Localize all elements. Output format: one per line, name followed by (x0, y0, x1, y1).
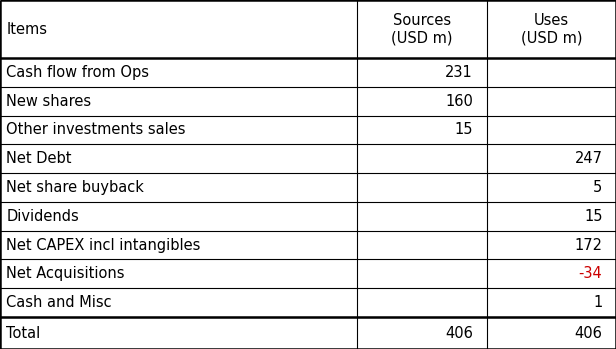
Text: Cash flow from Ops: Cash flow from Ops (6, 65, 149, 80)
Text: Cash and Misc: Cash and Misc (6, 295, 111, 310)
Text: 15: 15 (584, 209, 602, 224)
Text: 247: 247 (575, 151, 602, 166)
Text: 231: 231 (445, 65, 473, 80)
Text: 160: 160 (445, 94, 473, 109)
Text: New shares: New shares (6, 94, 91, 109)
Text: Net Debt: Net Debt (6, 151, 71, 166)
Text: Other investments sales: Other investments sales (6, 122, 185, 138)
Text: Net share buyback: Net share buyback (6, 180, 144, 195)
Text: 406: 406 (575, 326, 602, 341)
Text: Items: Items (6, 22, 47, 37)
Text: Dividends: Dividends (6, 209, 79, 224)
Text: 172: 172 (575, 238, 602, 253)
Text: 1: 1 (593, 295, 602, 310)
Text: Total: Total (6, 326, 41, 341)
Text: Net CAPEX incl intangibles: Net CAPEX incl intangibles (6, 238, 201, 253)
Text: -34: -34 (578, 266, 602, 281)
Text: 15: 15 (455, 122, 473, 138)
Text: Net Acquisitions: Net Acquisitions (6, 266, 124, 281)
Text: 5: 5 (593, 180, 602, 195)
Text: 406: 406 (445, 326, 473, 341)
Text: Sources
(USD m): Sources (USD m) (391, 13, 453, 45)
Text: Uses
(USD m): Uses (USD m) (521, 13, 582, 45)
